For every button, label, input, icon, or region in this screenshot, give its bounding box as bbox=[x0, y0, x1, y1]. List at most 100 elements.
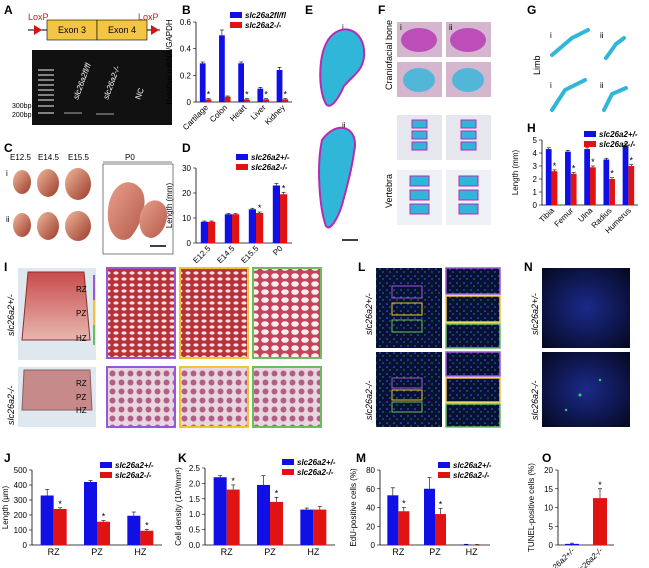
panel-c: C E12.5 E14.5 E15.5 P0 i ii bbox=[4, 141, 174, 255]
x-tick-label-d: P0 bbox=[271, 244, 285, 258]
legend-swatch-m bbox=[438, 472, 450, 478]
y-tick-label-m: 0 bbox=[371, 541, 376, 550]
y-tick-label-m: 40 bbox=[366, 504, 375, 513]
legend-swatch-d bbox=[236, 154, 248, 160]
skeleton-i bbox=[319, 28, 366, 107]
panel-letter-k: K bbox=[178, 451, 187, 465]
legend-swatch-k bbox=[282, 469, 294, 475]
bar-b-b bbox=[244, 99, 250, 102]
bar-b-b bbox=[205, 99, 212, 102]
y-tick-label-h: 5 bbox=[533, 136, 538, 145]
i-zoom-het-hz bbox=[252, 267, 322, 359]
legend-swatch-h bbox=[584, 141, 596, 147]
bar-k-b bbox=[313, 509, 327, 545]
significance-star-b: * bbox=[284, 90, 288, 100]
bar-j-a bbox=[127, 515, 141, 545]
bar-o-a bbox=[593, 498, 607, 545]
gel-ladder bbox=[38, 69, 54, 114]
bar-d-a bbox=[248, 209, 256, 243]
e-label-i: i bbox=[342, 23, 344, 32]
stage-e155: E15.5 bbox=[68, 153, 89, 162]
bar-h-b bbox=[570, 173, 577, 205]
loxp-right-marker bbox=[151, 25, 159, 35]
i-zoom-het-rz bbox=[106, 267, 176, 359]
gel-image bbox=[32, 50, 172, 125]
legend-label-m: slc26a2+/- bbox=[453, 461, 492, 470]
lane-label-nc: NC bbox=[133, 87, 145, 101]
y-tick-label-k: 2.0 bbox=[189, 479, 201, 488]
y-tick-label-b: 0.2 bbox=[180, 71, 192, 80]
panel-n: N slc26a2+/- slc26a2-/- bbox=[524, 260, 630, 427]
l-zoom-het-rz bbox=[445, 267, 501, 295]
significance-star-j: * bbox=[58, 499, 62, 509]
legend-label-d: slc26a2-/- bbox=[251, 163, 288, 172]
n-image-ko bbox=[542, 352, 630, 427]
bar-b-a bbox=[276, 70, 283, 102]
legend-swatch-j bbox=[100, 462, 112, 468]
y-tick-label-m: 80 bbox=[366, 466, 375, 475]
g-label-ii-top: ii bbox=[600, 31, 604, 40]
legend-label-h: slc26a2+/- bbox=[599, 130, 638, 139]
significance-star-m: * bbox=[439, 499, 443, 509]
legend-label-b: slc26a2-/- bbox=[245, 21, 282, 30]
i-zoom-ko-pz bbox=[179, 366, 249, 428]
i-zoom-ko-rz bbox=[106, 366, 176, 428]
legend-label-j: slc26a2-/- bbox=[115, 471, 152, 480]
y-tick-label-b: 0.4 bbox=[180, 45, 192, 54]
i-label-ko: slc26a2-/- bbox=[6, 385, 16, 425]
bar-d-b bbox=[232, 214, 240, 243]
x-tick-label-j: RZ bbox=[48, 547, 60, 557]
panel-g: G Limb i ii i ii bbox=[527, 3, 628, 112]
bar-h-b bbox=[609, 179, 615, 205]
embryo-e145-ii bbox=[37, 212, 59, 240]
panel-k-chart: K 0.0 0.5 1.0 1.5 2.0 2.5 Cell density (10³/mm²… bbox=[174, 451, 336, 557]
y-tick-label-o: 0 bbox=[549, 541, 554, 550]
panel-letter-c: C bbox=[4, 141, 13, 155]
panel-b-chart: B 0 0.2 0.4 0.6 Relative mRNA/GAPDH * Cartilage… bbox=[165, 3, 292, 132]
size-300bp: 300bp bbox=[12, 103, 32, 110]
bar-j-a bbox=[40, 495, 54, 545]
panel-letter-j: J bbox=[4, 451, 11, 465]
significance-star-h: * bbox=[572, 164, 576, 174]
y-tick-label-k: 0.5 bbox=[189, 526, 201, 535]
legend-label-h: slc26a2-/- bbox=[599, 140, 636, 149]
y-tick-label-j: 100 bbox=[14, 526, 28, 535]
x-tick-label-j: HZ bbox=[134, 547, 146, 557]
significance-star-h: * bbox=[553, 161, 557, 171]
panel-a: A Exon 3 Exon 4 LoxP LoxP 300bp 200bp sl… bbox=[4, 3, 172, 125]
legend-label-m: slc26a2-/- bbox=[453, 471, 490, 480]
bar-d-a bbox=[224, 214, 232, 243]
exon4-box bbox=[96, 19, 148, 41]
y-tick-label-j: 400 bbox=[14, 481, 28, 490]
panel-letter-n: N bbox=[524, 260, 533, 274]
significance-star-k: * bbox=[231, 476, 235, 486]
y-tick-label-k: 1.0 bbox=[189, 510, 201, 519]
significance-star-b: * bbox=[264, 90, 268, 100]
bar-m-b bbox=[398, 511, 410, 545]
y-tick-label-k: 0.0 bbox=[189, 541, 201, 550]
bar-m-a bbox=[387, 495, 399, 545]
bar-d-b bbox=[280, 194, 288, 243]
significance-star-m: * bbox=[402, 499, 406, 509]
bar-k-b bbox=[270, 501, 283, 545]
bar-d-b bbox=[208, 221, 216, 243]
y-tick-label-h: 4 bbox=[533, 149, 538, 158]
bar-h-b bbox=[551, 171, 558, 205]
f-craniofacial-label: Craniofacial bone bbox=[384, 20, 394, 90]
bar-h-b bbox=[628, 166, 635, 205]
limb-ii-top bbox=[604, 36, 626, 60]
legend-swatch-h bbox=[584, 131, 596, 137]
x-tick-label-k: RZ bbox=[221, 547, 233, 557]
legend-swatch-d bbox=[236, 164, 248, 170]
legend-swatch-m bbox=[438, 462, 450, 468]
bar-d-b bbox=[256, 213, 264, 243]
significance-star-j: * bbox=[145, 521, 149, 531]
f-label-i: i bbox=[400, 23, 402, 32]
bar-j-b bbox=[53, 509, 67, 545]
l-zoom-het-pz bbox=[445, 295, 501, 323]
y-tick-label-j: 500 bbox=[14, 466, 28, 475]
bar-b-a bbox=[238, 63, 244, 102]
g-label-i-bottom: i bbox=[550, 81, 552, 90]
